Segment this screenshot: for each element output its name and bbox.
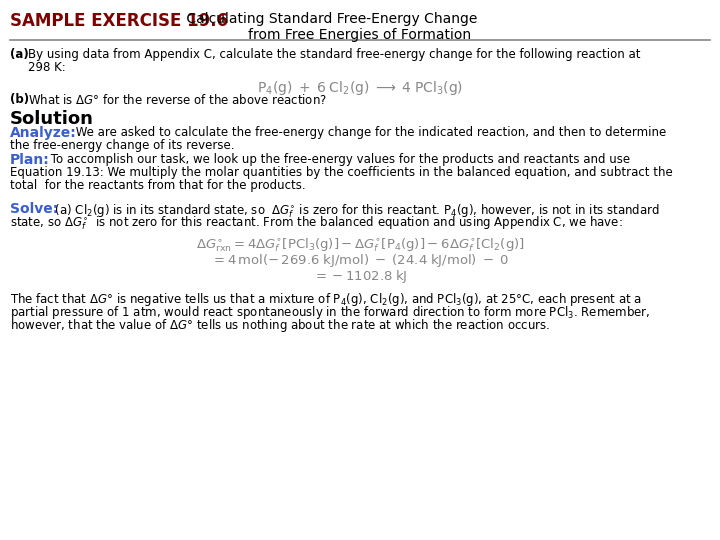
Text: SAMPLE EXERCISE 19.6: SAMPLE EXERCISE 19.6	[10, 12, 228, 30]
Text: $= \mathrm{4\,mol}(-\,269.6\;\mathrm{kJ/mol})\; -\; (24.4\;\mathrm{kJ/mol})\; -\: $= \mathrm{4\,mol}(-\,269.6\;\mathrm{kJ/…	[211, 252, 509, 269]
Text: partial pressure of 1 atm, would react spontaneously in the forward direction to: partial pressure of 1 atm, would react s…	[10, 304, 650, 321]
Text: 298 K:: 298 K:	[28, 61, 66, 74]
Text: $\mathrm{P_4(g)\; +\; 6\; Cl_2(g)\; \longrightarrow\; 4\; PCl_3(g)}$: $\mathrm{P_4(g)\; +\; 6\; Cl_2(g)\; \lon…	[257, 79, 463, 97]
Text: Plan:: Plan:	[10, 153, 50, 167]
Text: Solution: Solution	[10, 110, 94, 128]
Text: $= -1102.8\;\mathrm{kJ}$: $= -1102.8\;\mathrm{kJ}$	[312, 268, 408, 285]
Text: however, that the value of $\Delta G°$ tells us nothing about the rate at which : however, that the value of $\Delta G°$ t…	[10, 317, 550, 334]
Text: (a): (a)	[10, 48, 29, 61]
Text: The fact that $\Delta G°$ is negative tells us that a mixture of $\mathrm{P_4(g): The fact that $\Delta G°$ is negative te…	[10, 291, 642, 308]
Text: Solve:: Solve:	[10, 202, 58, 216]
Text: from Free Energies of Formation: from Free Energies of Formation	[248, 28, 472, 42]
Text: the free-energy change of its reverse.: the free-energy change of its reverse.	[10, 139, 235, 152]
Text: total  for the reactants from that for the products.: total for the reactants from that for th…	[10, 179, 305, 192]
Text: (a) $\mathrm{Cl_2(g)}$ is in its standard state, so  $\Delta G_f^{\circ}$ is zer: (a) $\mathrm{Cl_2(g)}$ is in its standar…	[51, 202, 660, 219]
Text: By using data from Appendix C, calculate the standard free-energy change for the: By using data from Appendix C, calculate…	[28, 48, 641, 61]
Text: (b): (b)	[10, 93, 29, 106]
Text: What is $\Delta G°$ for the reverse of the above reaction?: What is $\Delta G°$ for the reverse of t…	[28, 93, 327, 107]
Text: Calculating Standard Free-Energy Change: Calculating Standard Free-Energy Change	[182, 12, 477, 26]
Text: state, so $\Delta G_f^{\circ}$  is not zero for this reactant. From the balanced: state, so $\Delta G_f^{\circ}$ is not ze…	[10, 215, 623, 233]
Text: To accomplish our task, we look up the free-energy values for the products and r: To accomplish our task, we look up the f…	[47, 153, 630, 166]
Text: Analyze:: Analyze:	[10, 126, 77, 140]
Text: Equation 19.13: We multiply the molar quantities by the coefficients in the bala: Equation 19.13: We multiply the molar qu…	[10, 166, 672, 179]
Text: $\Delta G^{\circ}_{\mathrm{rxn}} = 4\Delta G_f^{\circ}[\mathrm{PCl_3(g)}] - \Del: $\Delta G^{\circ}_{\mathrm{rxn}} = 4\Del…	[196, 236, 524, 253]
Text: We are asked to calculate the free-energy change for the indicated reaction, and: We are asked to calculate the free-energ…	[72, 126, 666, 139]
